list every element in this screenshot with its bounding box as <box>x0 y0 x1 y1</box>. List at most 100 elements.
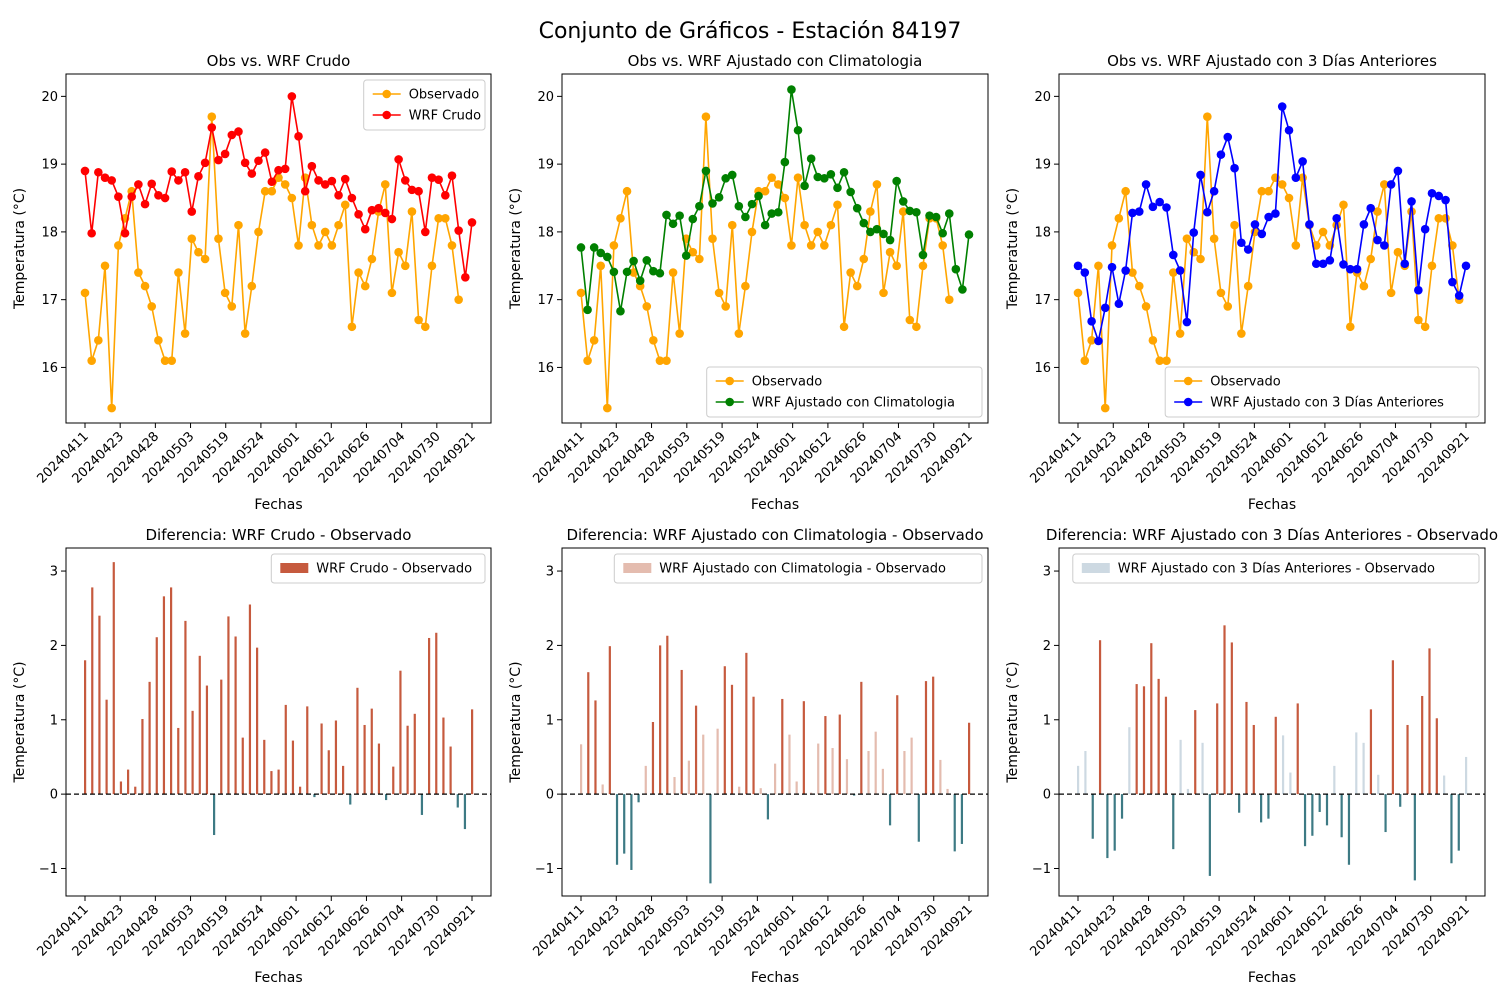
data-point <box>668 268 678 277</box>
data-point <box>167 356 177 365</box>
bar <box>802 701 805 795</box>
data-point <box>649 336 658 345</box>
data-point <box>327 241 337 250</box>
data-point <box>589 243 599 252</box>
data-point <box>200 158 210 168</box>
data-point <box>1400 259 1410 269</box>
y-tick-label: 17 <box>1034 293 1051 308</box>
data-point <box>114 241 123 250</box>
data-point <box>576 288 586 298</box>
data-point <box>609 267 619 277</box>
bar <box>1325 794 1329 826</box>
bar <box>284 704 287 795</box>
y-tick-label: 19 <box>41 158 58 173</box>
data-point <box>1134 207 1144 216</box>
data-point <box>1189 228 1199 237</box>
data-point <box>87 356 96 365</box>
data-point <box>1441 214 1450 223</box>
data-point <box>1148 202 1158 212</box>
legend-label: Observado <box>752 375 823 390</box>
y-tick-label: 1 <box>1043 713 1051 728</box>
chart-panel-5: Diferencia: WRF Ajustado con Climatologi… <box>508 526 989 986</box>
bar <box>781 698 784 795</box>
data-point <box>447 171 457 180</box>
bar <box>709 794 712 884</box>
y-tick-label: 18 <box>537 225 554 240</box>
data-point <box>114 192 123 201</box>
data-point <box>1209 234 1219 243</box>
bar <box>1223 625 1226 795</box>
data-point <box>380 208 390 218</box>
data-point <box>1380 241 1389 250</box>
bar <box>788 734 791 795</box>
bar <box>738 786 741 795</box>
data-point <box>859 254 869 264</box>
data-point <box>1407 197 1416 206</box>
legend-swatch <box>280 563 309 573</box>
bar <box>1311 794 1314 836</box>
data-point <box>187 207 197 216</box>
data-point <box>820 174 829 183</box>
bar <box>277 769 280 795</box>
data-point <box>1162 356 1171 365</box>
data-point <box>140 281 150 291</box>
legend-label: Observado <box>1210 375 1281 390</box>
legend-box <box>1072 553 1480 584</box>
data-point <box>622 267 632 277</box>
data-point <box>675 329 684 338</box>
bar <box>1333 765 1336 795</box>
data-point <box>1182 317 1192 327</box>
y-tick-label: −1 <box>535 862 554 877</box>
data-point <box>773 207 783 217</box>
chart-title: Obs vs. WRF Ajustado con 3 Días Anterior… <box>1107 52 1437 70</box>
data-point <box>1386 288 1396 298</box>
data-point <box>240 329 250 338</box>
data-point <box>1080 268 1090 277</box>
bar <box>1457 794 1460 851</box>
axes-frame <box>561 547 989 897</box>
bar <box>363 724 366 795</box>
data-point <box>1223 132 1233 142</box>
bar <box>299 786 302 795</box>
data-point <box>394 247 403 257</box>
data-point <box>616 214 625 223</box>
data-point <box>207 123 217 132</box>
bar <box>1179 739 1182 795</box>
x-axis-label: Fechas <box>1248 970 1296 986</box>
y-tick-label: 0 <box>546 788 554 803</box>
data-point <box>806 154 816 164</box>
y-tick-label: 2 <box>50 639 58 654</box>
bar <box>1355 732 1358 795</box>
data-point <box>1434 191 1444 201</box>
data-point <box>695 254 704 264</box>
bar <box>1252 724 1255 795</box>
chart-title: Diferencia: WRF Ajustado con 3 Días Ante… <box>1046 526 1498 544</box>
data-point <box>773 180 783 189</box>
data-point <box>1298 157 1307 166</box>
bar <box>1443 775 1446 795</box>
data-point <box>721 302 730 311</box>
data-point <box>300 186 310 196</box>
data-point <box>100 173 110 182</box>
data-point <box>912 207 921 217</box>
data-point <box>583 305 592 315</box>
data-point <box>1414 315 1423 325</box>
legend-label: WRF Ajustado con 3 Días Anteriores - Obs… <box>1118 562 1435 577</box>
bar <box>1150 643 1153 795</box>
data-point <box>1352 264 1362 274</box>
bar <box>406 725 409 795</box>
axes-frame <box>65 547 492 897</box>
legend: Observado WRF Ajustado con 3 Días Anterio… <box>1164 366 1480 418</box>
bar <box>134 786 137 795</box>
data-point <box>734 201 744 211</box>
legend-marker <box>1183 397 1193 407</box>
bar <box>1399 794 1402 807</box>
data-point <box>180 329 190 338</box>
data-point <box>727 170 737 180</box>
bar <box>1428 648 1431 795</box>
bar <box>420 794 424 815</box>
bar <box>853 794 856 796</box>
axes-frame <box>1058 547 1486 897</box>
data-point <box>1345 322 1355 332</box>
bar <box>874 731 877 795</box>
